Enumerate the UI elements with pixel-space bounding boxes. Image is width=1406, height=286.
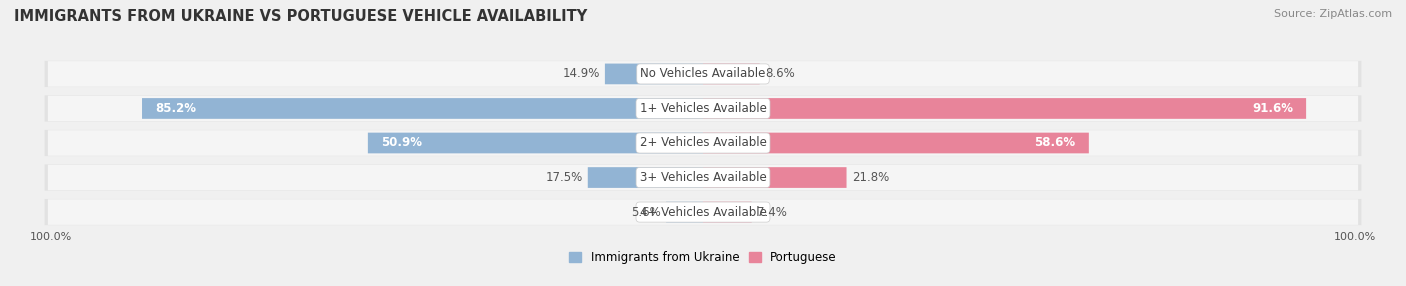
FancyBboxPatch shape [142,98,703,119]
FancyBboxPatch shape [703,133,1088,153]
Text: 58.6%: 58.6% [1035,136,1076,150]
FancyBboxPatch shape [48,96,1358,121]
Text: Source: ZipAtlas.com: Source: ZipAtlas.com [1274,9,1392,19]
FancyBboxPatch shape [605,63,703,84]
FancyBboxPatch shape [48,199,1358,225]
Text: 7.4%: 7.4% [756,206,787,219]
FancyBboxPatch shape [45,164,1361,191]
FancyBboxPatch shape [48,165,1358,190]
Text: 91.6%: 91.6% [1251,102,1294,115]
Text: 17.5%: 17.5% [546,171,582,184]
FancyBboxPatch shape [45,95,1361,122]
Text: 2+ Vehicles Available: 2+ Vehicles Available [640,136,766,150]
FancyBboxPatch shape [703,202,752,223]
Text: 14.9%: 14.9% [562,67,599,80]
Text: 100.0%: 100.0% [1334,232,1376,242]
Text: 100.0%: 100.0% [30,232,72,242]
Text: 1+ Vehicles Available: 1+ Vehicles Available [640,102,766,115]
FancyBboxPatch shape [368,133,703,153]
FancyBboxPatch shape [45,61,1361,87]
Text: 5.6%: 5.6% [631,206,661,219]
FancyBboxPatch shape [703,98,1306,119]
FancyBboxPatch shape [588,167,703,188]
Text: 21.8%: 21.8% [852,171,889,184]
Legend: Immigrants from Ukraine, Portuguese: Immigrants from Ukraine, Portuguese [565,247,841,269]
Text: 85.2%: 85.2% [155,102,197,115]
FancyBboxPatch shape [703,167,846,188]
Text: 8.6%: 8.6% [765,67,794,80]
FancyBboxPatch shape [45,199,1361,225]
Text: IMMIGRANTS FROM UKRAINE VS PORTUGUESE VEHICLE AVAILABILITY: IMMIGRANTS FROM UKRAINE VS PORTUGUESE VE… [14,9,588,23]
FancyBboxPatch shape [666,202,703,223]
Text: 3+ Vehicles Available: 3+ Vehicles Available [640,171,766,184]
Text: 50.9%: 50.9% [381,136,422,150]
Text: No Vehicles Available: No Vehicles Available [640,67,766,80]
Text: 4+ Vehicles Available: 4+ Vehicles Available [640,206,766,219]
FancyBboxPatch shape [48,130,1358,156]
FancyBboxPatch shape [45,130,1361,156]
FancyBboxPatch shape [703,63,759,84]
FancyBboxPatch shape [48,61,1358,87]
